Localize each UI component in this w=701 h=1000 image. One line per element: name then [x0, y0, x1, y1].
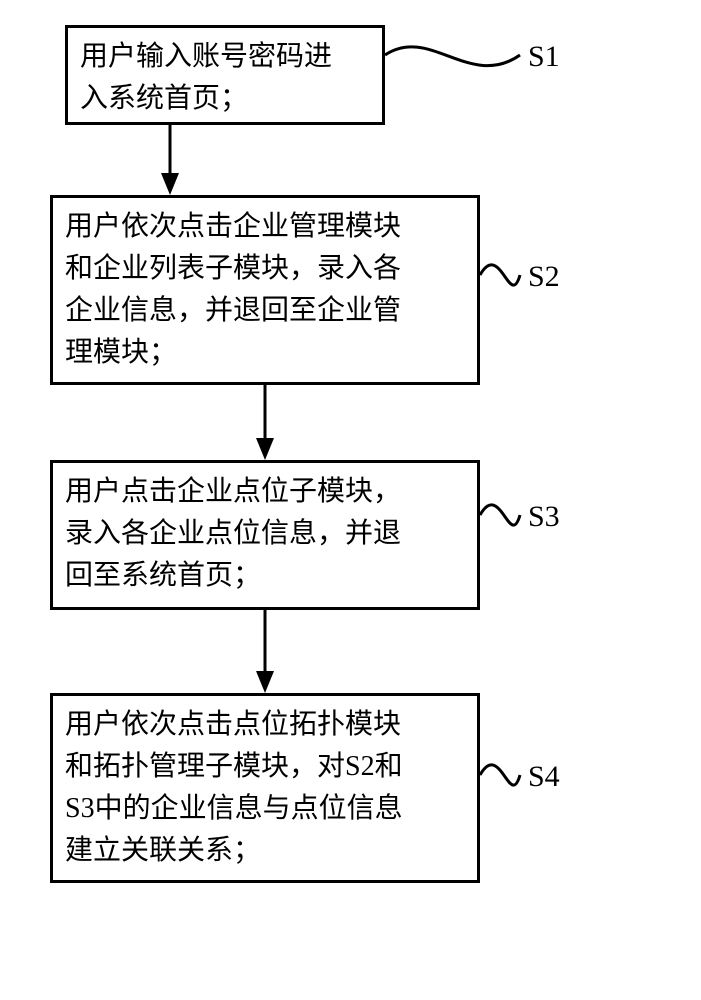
flow-node-s3: 用户点击企业点位子模块， 录入各企业点位信息，并退 回至系统首页； — [50, 460, 480, 610]
flow-node-s4: 用户依次点击点位拓扑模块 和拓扑管理子模块，对S2和 S3中的企业信息与点位信息… — [50, 693, 480, 883]
step-label-s2: S2 — [528, 260, 560, 294]
step-label-s3: S3 — [528, 500, 560, 534]
flow-node-s1: 用户输入账号密码进 入系统首页； — [65, 25, 385, 125]
step-label-s4: S4 — [528, 760, 560, 794]
flowchart-stage: 用户输入账号密码进 入系统首页； S1 用户依次点击企业管理模块 和企业列表子模… — [0, 0, 701, 1000]
step-label-s1: S1 — [528, 40, 560, 74]
flow-node-s2: 用户依次点击企业管理模块 和企业列表子模块，录入各 企业信息，并退回至企业管 理… — [50, 195, 480, 385]
